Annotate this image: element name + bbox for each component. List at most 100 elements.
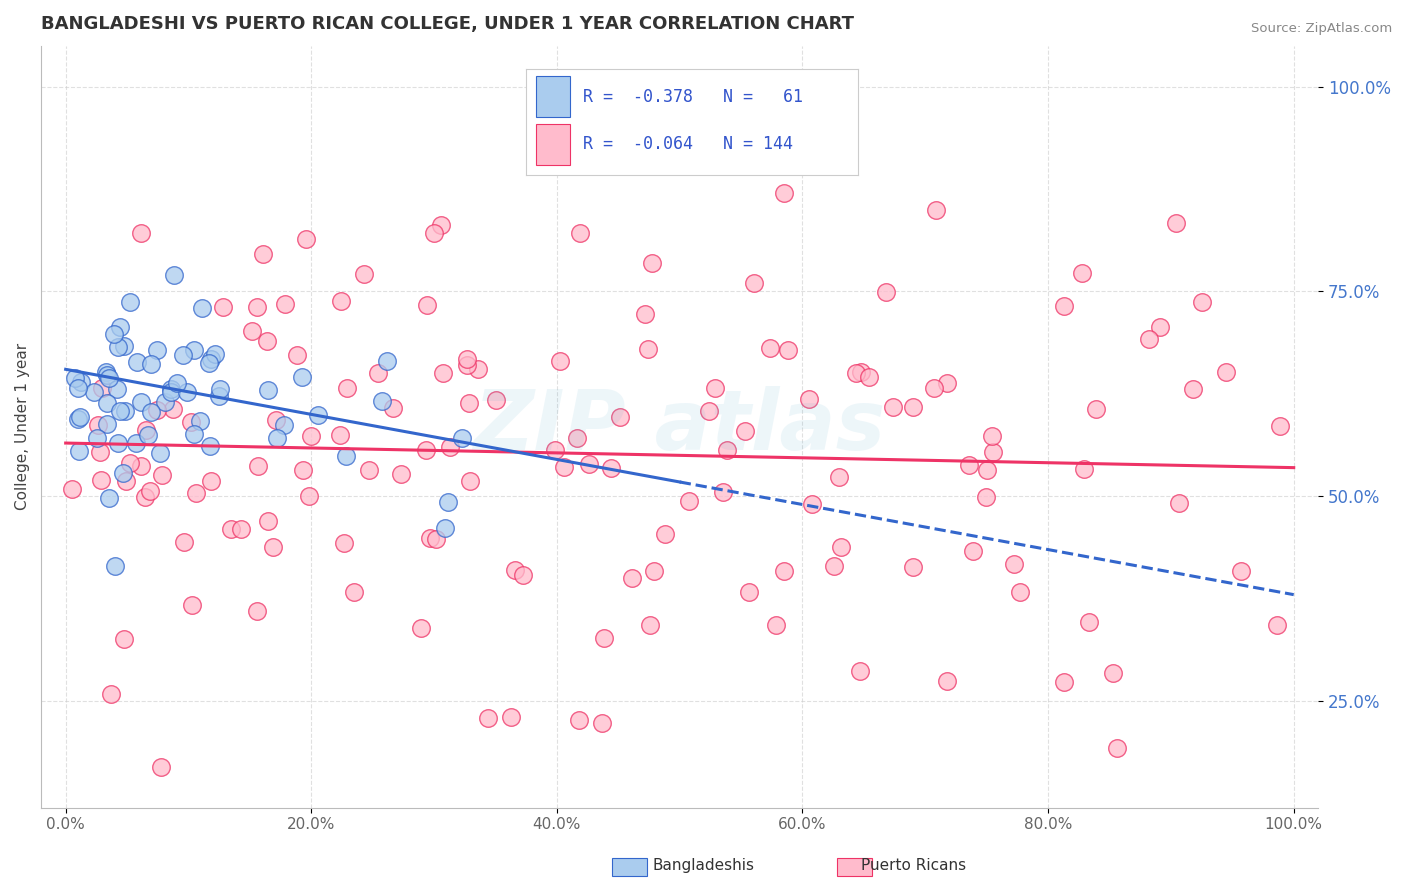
Point: [162, 402, 184, 417]
Point: [600, 460, 623, 475]
Point: [291, 463, 314, 477]
Point: [456, 358, 478, 372]
Point: [1230, 564, 1253, 578]
Point: [208, 389, 231, 403]
Point: [1084, 402, 1107, 417]
Point: [163, 268, 186, 283]
Point: [485, 392, 508, 407]
Point: [176, 385, 198, 400]
Point: [935, 673, 957, 688]
Point: [903, 560, 925, 574]
Point: [578, 457, 600, 471]
Point: [1053, 299, 1076, 313]
Point: [980, 429, 1002, 443]
Point: [983, 445, 1005, 459]
Point: [60, 482, 83, 496]
Point: [264, 413, 287, 427]
Point: [134, 490, 156, 504]
Point: [129, 459, 152, 474]
Point: [83, 384, 105, 399]
Point: [962, 544, 984, 558]
Point: [108, 320, 131, 334]
Point: [1182, 382, 1205, 396]
Point: [875, 285, 897, 300]
Point: [592, 631, 614, 645]
Point: [353, 267, 375, 281]
Point: [96, 395, 118, 409]
Point: [257, 383, 280, 397]
Point: [738, 584, 761, 599]
Point: [200, 475, 222, 489]
Point: [451, 431, 474, 445]
Point: [246, 300, 269, 314]
Point: [335, 449, 357, 463]
Point: [858, 370, 880, 384]
Point: [252, 247, 274, 261]
Point: [343, 584, 366, 599]
Point: [172, 348, 194, 362]
Point: [439, 440, 461, 454]
Point: [1071, 266, 1094, 280]
Point: [256, 334, 278, 348]
Point: [1191, 295, 1213, 310]
Point: [266, 431, 288, 445]
Point: [67, 381, 90, 395]
Point: [901, 401, 924, 415]
Point: [146, 343, 169, 357]
Point: [97, 370, 120, 384]
Point: [457, 396, 479, 410]
Point: [181, 598, 204, 612]
Point: [935, 376, 957, 390]
Point: [180, 415, 202, 429]
Point: [105, 382, 128, 396]
Point: [307, 408, 329, 422]
Point: [1077, 615, 1099, 629]
Point: [367, 366, 389, 380]
Point: [149, 446, 172, 460]
Point: [200, 351, 222, 366]
Point: [925, 202, 948, 217]
Point: [67, 412, 90, 426]
Point: [703, 381, 725, 395]
Point: [186, 485, 208, 500]
Point: [96, 417, 118, 431]
Point: [1164, 216, 1187, 230]
Point: [882, 400, 904, 414]
Point: [262, 541, 284, 555]
Point: [699, 404, 721, 418]
Point: [565, 431, 588, 445]
Point: [329, 428, 352, 442]
Point: [959, 458, 981, 473]
Point: [415, 443, 437, 458]
Point: [103, 326, 125, 341]
Point: [114, 632, 136, 647]
Point: [1008, 584, 1031, 599]
Point: [409, 621, 432, 635]
Point: [499, 710, 522, 724]
Point: [1265, 618, 1288, 632]
Point: [91, 381, 114, 395]
Point: [849, 665, 872, 679]
Point: [640, 618, 662, 632]
Point: [336, 381, 359, 395]
Point: [823, 559, 845, 574]
Point: [1139, 332, 1161, 346]
Point: [467, 362, 489, 376]
Point: [433, 521, 456, 535]
Text: Puerto Ricans: Puerto Ricans: [862, 858, 966, 872]
Point: [1168, 496, 1191, 510]
Point: [114, 474, 136, 488]
Point: [166, 376, 188, 390]
Point: [96, 365, 118, 379]
Point: [89, 444, 111, 458]
Point: [153, 394, 176, 409]
Point: [425, 532, 447, 546]
Point: [290, 370, 312, 384]
Point: [139, 404, 162, 418]
Text: Bangladeshis: Bangladeshis: [652, 858, 754, 872]
Point: [654, 526, 676, 541]
Point: [96, 368, 118, 383]
Point: [100, 687, 122, 701]
Point: [332, 536, 354, 550]
Point: [200, 439, 222, 453]
